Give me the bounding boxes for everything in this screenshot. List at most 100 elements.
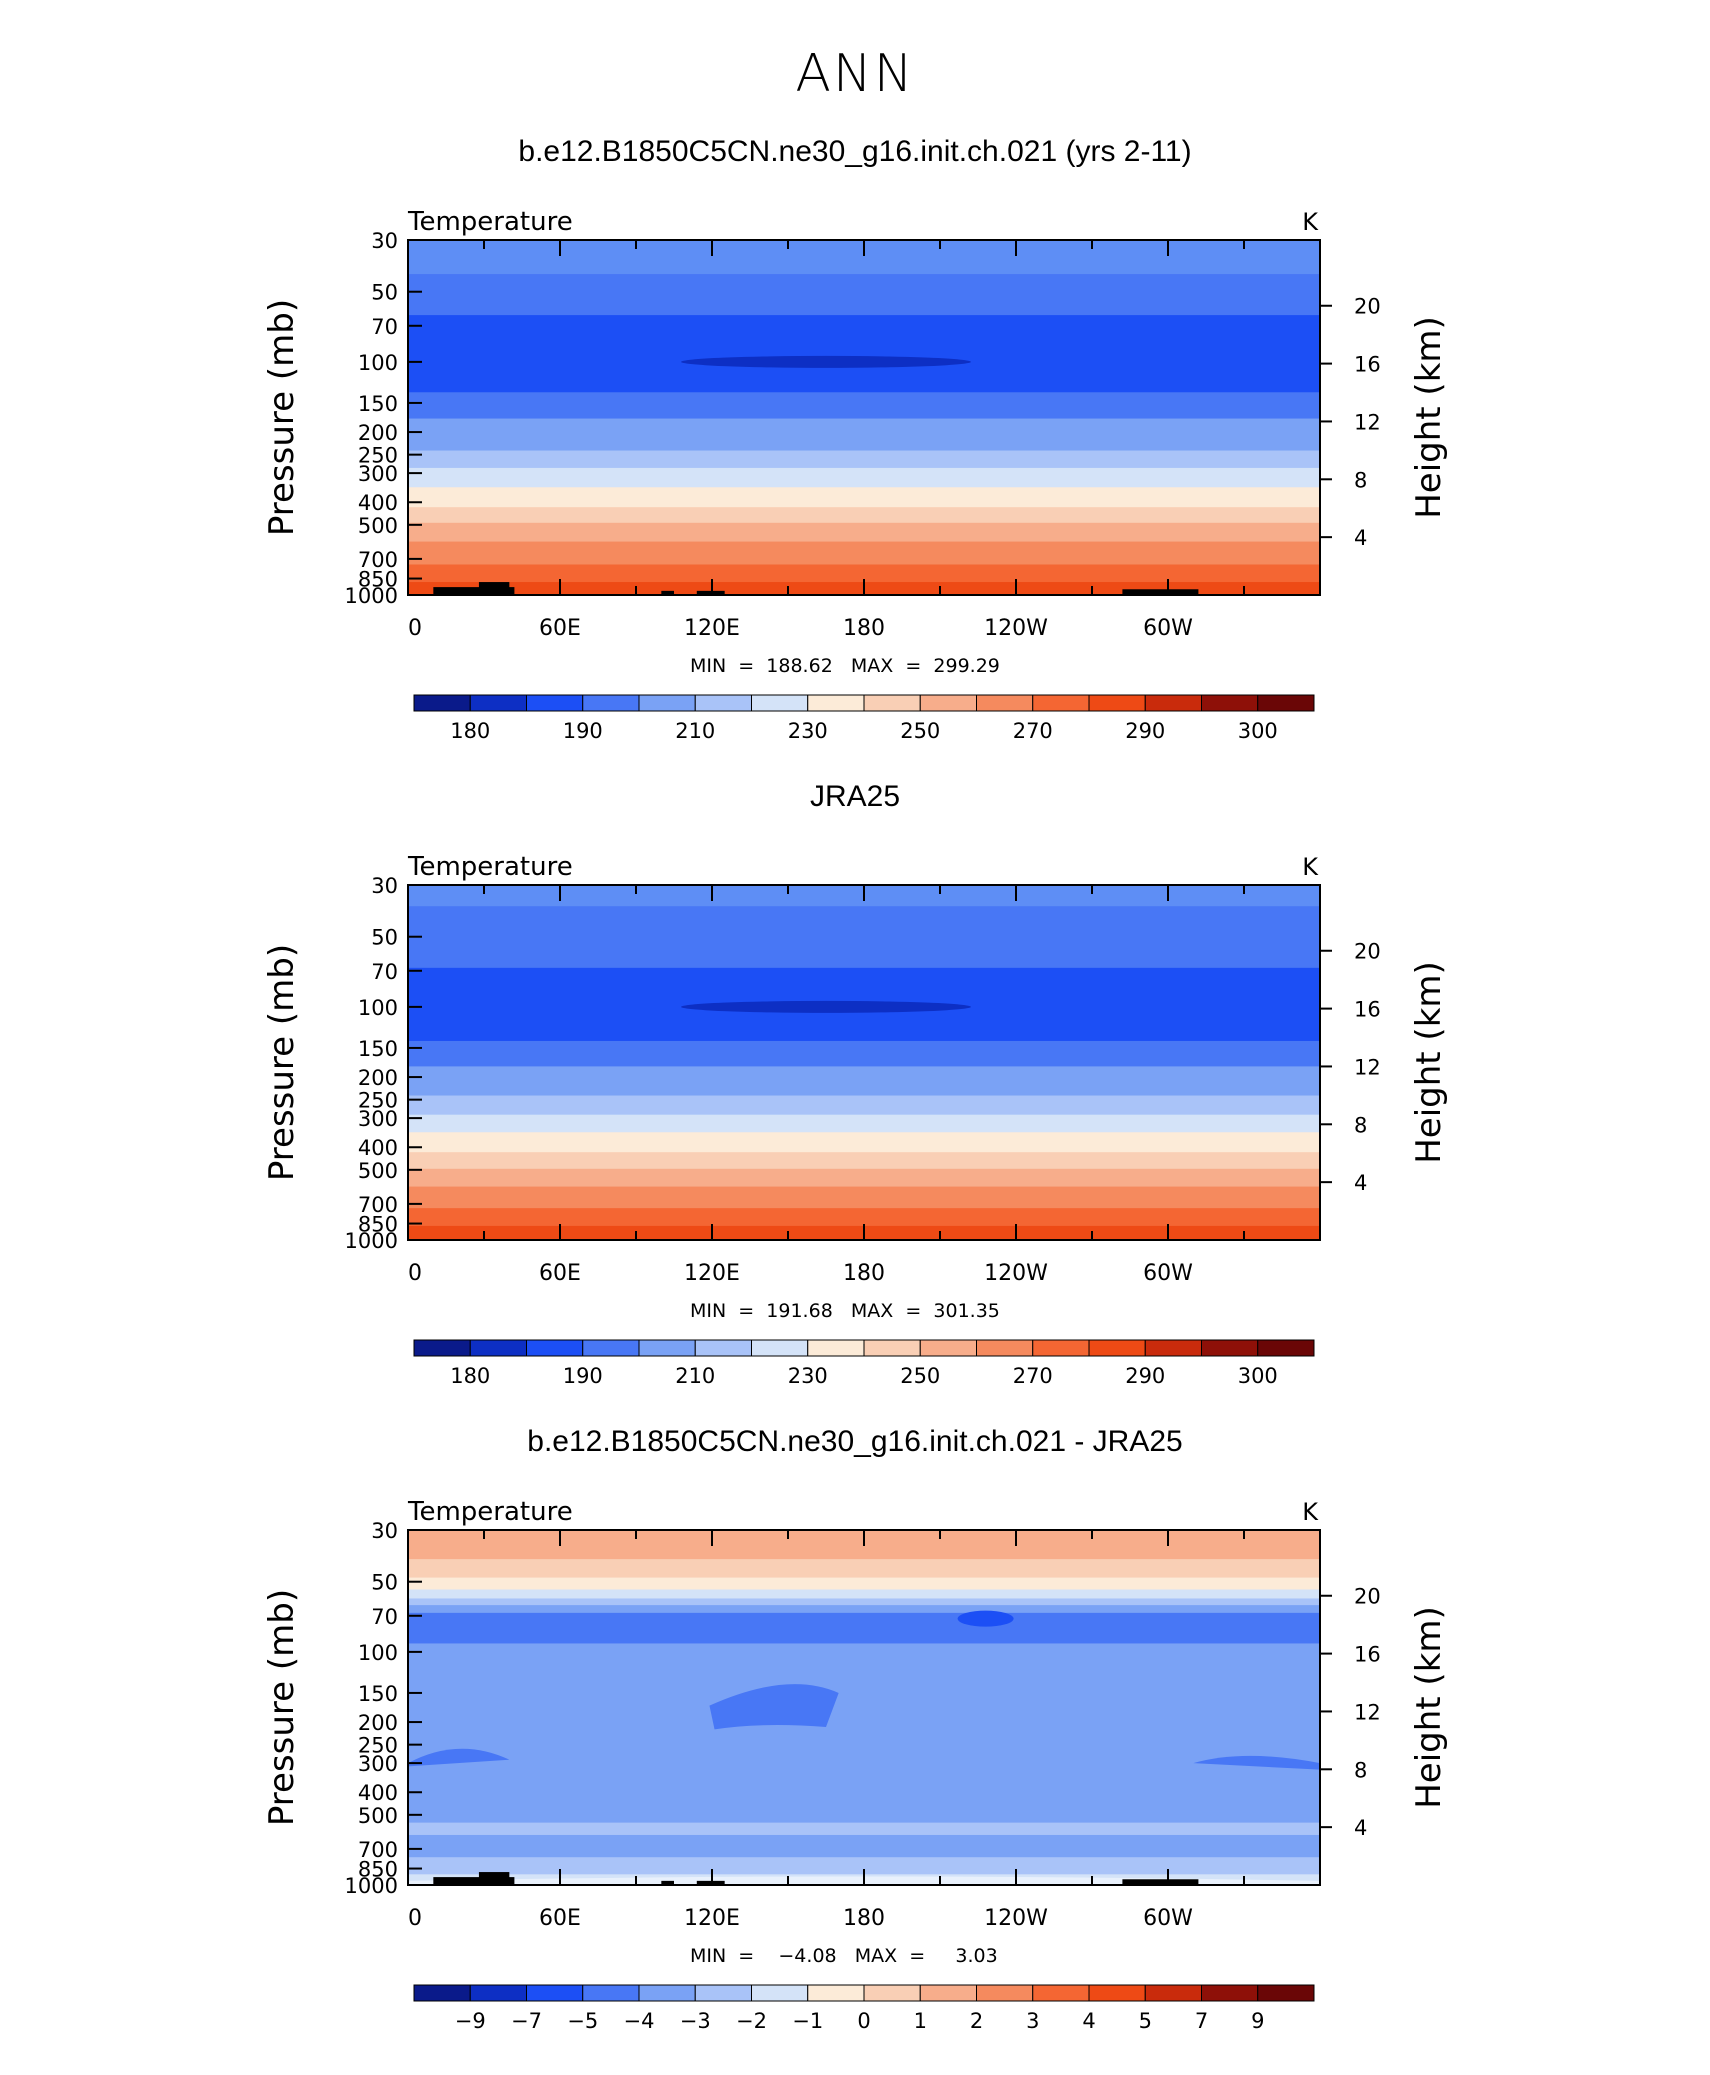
negative-anomaly-core bbox=[957, 1610, 1014, 1627]
topography-mask bbox=[661, 590, 674, 595]
colorbar-swatch bbox=[638, 1984, 696, 2002]
y2-tick-label: 4 bbox=[1354, 1816, 1367, 1840]
min-value: 191.68 bbox=[766, 1300, 833, 1322]
topography-mask bbox=[433, 1877, 515, 1885]
colorbar-label: 270 bbox=[1013, 1364, 1053, 1388]
colorbar-swatch bbox=[526, 1339, 584, 1357]
panel-title: b.e12.B1850C5CN.ne30_g16.init.ch.021 (yr… bbox=[518, 135, 1192, 168]
max-label: MAX bbox=[850, 655, 894, 677]
x-tick-label: 60W bbox=[1143, 1906, 1193, 1931]
colorbar-swatch bbox=[582, 694, 640, 712]
x-tick-label: 180 bbox=[843, 616, 885, 641]
colorbar-swatch bbox=[919, 694, 977, 712]
colorbar-label: −1 bbox=[792, 2009, 823, 2033]
x-tick-label: 0 bbox=[408, 616, 422, 641]
y-tick-label: 70 bbox=[371, 1605, 398, 1629]
colorbar-label: 3 bbox=[1026, 2009, 1039, 2033]
y-tick-label: 50 bbox=[371, 281, 398, 305]
main-title: ANN bbox=[795, 44, 915, 104]
colorbar-swatch bbox=[807, 694, 865, 712]
colorbar-label: 2 bbox=[970, 2009, 983, 2033]
x-tick-label: 180 bbox=[843, 1906, 885, 1931]
colorbar-swatch bbox=[976, 1984, 1034, 2002]
y-tick-label: 850 bbox=[358, 568, 398, 592]
x-tick-label: 120E bbox=[684, 1261, 740, 1286]
min-max-readout: MIN = −4.08 MAX = 3.03 bbox=[690, 1945, 998, 1967]
y-tick-label: 1000 bbox=[345, 1874, 398, 1898]
colorbar-swatch bbox=[694, 1339, 752, 1357]
colorbar-label: 250 bbox=[900, 719, 940, 743]
variable-label: Temperature bbox=[407, 1497, 573, 1527]
y-tick-label: 700 bbox=[358, 1193, 398, 1217]
y2-tick-label: 16 bbox=[1354, 353, 1381, 377]
colorbar-swatch bbox=[1144, 694, 1202, 712]
min-value: 188.62 bbox=[766, 655, 833, 677]
max-label: MAX bbox=[854, 1945, 898, 1967]
colorbar-swatch bbox=[976, 694, 1034, 712]
negative-anomaly-region bbox=[709, 1684, 839, 1730]
y2-tick-label: 12 bbox=[1354, 1055, 1381, 1079]
colorbar-label: 290 bbox=[1125, 719, 1165, 743]
colorbar-swatch bbox=[413, 694, 471, 712]
y-tick-label: 700 bbox=[358, 548, 398, 572]
variable-label: Temperature bbox=[407, 207, 573, 237]
y2-tick-label: 12 bbox=[1354, 410, 1381, 434]
colorbar-swatch bbox=[582, 1984, 640, 2002]
y-tick-label: 500 bbox=[358, 514, 398, 538]
min-label: MIN bbox=[690, 1300, 727, 1322]
colorbar-swatch bbox=[1088, 1339, 1146, 1357]
units-label: K bbox=[1302, 208, 1319, 236]
topography-mask bbox=[696, 590, 725, 595]
y-tick-label: 850 bbox=[358, 1858, 398, 1882]
colorbar-swatch bbox=[919, 1984, 977, 2002]
colorbar-label: 300 bbox=[1238, 719, 1278, 743]
x-tick-label: 180 bbox=[843, 1261, 885, 1286]
colorbar-label: 1 bbox=[914, 2009, 927, 2033]
colorbar-label: 7 bbox=[1195, 2009, 1208, 2033]
colorbar-label: 210 bbox=[675, 1364, 715, 1388]
colorbar-swatch bbox=[807, 1339, 865, 1357]
y2-tick-label: 12 bbox=[1354, 1700, 1381, 1724]
panel-difference: b.e12.B1850C5CN.ne30_g16.init.ch.021 - J… bbox=[0, 1425, 1710, 2075]
y-tick-label: 100 bbox=[358, 996, 398, 1020]
y-tick-label: 1000 bbox=[345, 584, 398, 608]
panel-title: JRA25 bbox=[809, 780, 901, 813]
y-axis-title: Pressure (mb) bbox=[262, 299, 302, 536]
colorbar-swatch bbox=[751, 1984, 809, 2002]
y-tick-label: 500 bbox=[358, 1804, 398, 1828]
y2-tick-label: 20 bbox=[1354, 1585, 1381, 1609]
x-tick-label: 60W bbox=[1143, 616, 1193, 641]
y-tick-label: 250 bbox=[358, 1734, 398, 1758]
y2-tick-label: 8 bbox=[1354, 468, 1367, 492]
y2-axis-title: Height (km) bbox=[1409, 1606, 1449, 1809]
colorbar-swatch bbox=[863, 1339, 921, 1357]
colorbar-label: 180 bbox=[450, 1364, 490, 1388]
colorbar-swatch bbox=[469, 1984, 527, 2002]
y-axis-title: Pressure (mb) bbox=[262, 1589, 302, 1826]
colorbar-label: 230 bbox=[788, 719, 828, 743]
colorbar-swatch bbox=[1144, 1339, 1202, 1357]
colorbar-swatch bbox=[807, 1984, 865, 2002]
colorbar-swatch bbox=[1201, 694, 1259, 712]
colorbar-swatch bbox=[751, 1339, 809, 1357]
topography-mask bbox=[478, 1872, 510, 1885]
units-label: K bbox=[1302, 1498, 1319, 1526]
x-tick-label: 120W bbox=[984, 616, 1048, 641]
y-tick-label: 1000 bbox=[345, 1229, 398, 1253]
chart-svg: Temperature K3050701001502002503004005007… bbox=[262, 207, 1449, 743]
contour-fills bbox=[408, 240, 1320, 595]
y2-axis-title: Height (km) bbox=[1409, 961, 1449, 1164]
colorbar-swatch bbox=[638, 694, 696, 712]
x-tick-label: 0 bbox=[408, 1906, 422, 1931]
colorbar-swatch bbox=[1257, 1339, 1315, 1357]
panel-jra25: JRA25 Temperature K 30 50 70 100 150 200 250 300 4… bbox=[0, 780, 1710, 1430]
y-tick-label: 300 bbox=[358, 462, 398, 486]
y-tick-label: 700 bbox=[358, 1838, 398, 1862]
y-tick-label: 50 bbox=[371, 926, 398, 950]
y2-tick-label: 4 bbox=[1354, 1171, 1367, 1195]
y-axis-title: Pressure (mb) bbox=[262, 944, 302, 1181]
y2-axis-title: Height (km) bbox=[1409, 316, 1449, 519]
y-tick-label: 150 bbox=[358, 1682, 398, 1706]
topography-mask bbox=[478, 582, 510, 595]
colorbar-label: 190 bbox=[563, 1364, 603, 1388]
